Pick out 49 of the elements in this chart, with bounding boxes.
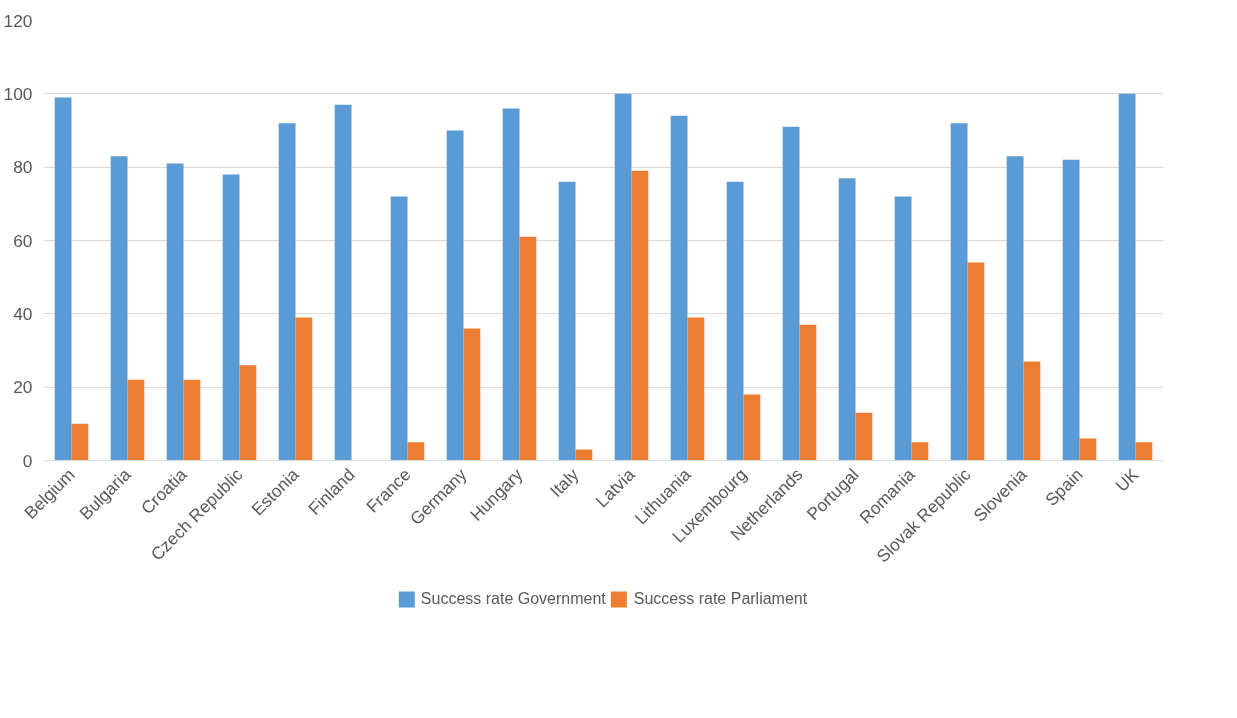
bar bbox=[782, 126, 800, 461]
bar bbox=[855, 412, 873, 461]
y-tick-label: 40 bbox=[13, 303, 33, 324]
bar bbox=[1006, 156, 1024, 461]
bar bbox=[1135, 442, 1153, 461]
bar bbox=[295, 317, 313, 461]
bar bbox=[446, 130, 464, 461]
bar bbox=[967, 262, 985, 461]
bar bbox=[799, 324, 817, 461]
y-tick-label: 80 bbox=[13, 157, 33, 178]
bar bbox=[502, 108, 520, 461]
y-tick-label: 100 bbox=[3, 83, 33, 104]
bar bbox=[222, 174, 240, 461]
bar bbox=[390, 196, 408, 461]
bar bbox=[911, 442, 929, 461]
bar bbox=[614, 93, 632, 461]
bar bbox=[631, 170, 649, 461]
bar bbox=[838, 178, 856, 461]
bar bbox=[278, 123, 296, 461]
bar bbox=[687, 317, 705, 461]
bar bbox=[239, 365, 257, 461]
bar bbox=[407, 442, 425, 461]
bar bbox=[558, 181, 576, 461]
bar bbox=[166, 163, 184, 461]
bar bbox=[183, 379, 201, 461]
y-tick-label: 120 bbox=[3, 10, 33, 31]
legend-label: Success rate Government bbox=[420, 589, 606, 608]
bar bbox=[1062, 159, 1080, 461]
bar bbox=[1079, 438, 1097, 461]
bar bbox=[71, 423, 89, 461]
bar bbox=[743, 394, 761, 461]
bar bbox=[950, 123, 968, 461]
bar bbox=[670, 115, 688, 461]
bar bbox=[127, 379, 145, 461]
bar bbox=[334, 104, 352, 461]
bar bbox=[1118, 93, 1136, 461]
bar bbox=[110, 156, 128, 461]
bar bbox=[894, 196, 912, 461]
y-tick-label: 60 bbox=[13, 230, 33, 251]
x-tick-label: Italy bbox=[545, 464, 583, 502]
bar bbox=[1023, 361, 1041, 461]
y-tick-label: 20 bbox=[13, 377, 33, 398]
bar bbox=[463, 328, 481, 461]
x-tick-label: UK bbox=[1111, 464, 1143, 496]
legend-label: Success rate Parliament bbox=[633, 589, 808, 608]
bar bbox=[54, 97, 72, 461]
bar bbox=[726, 181, 744, 461]
bar bbox=[519, 236, 537, 461]
y-tick-label: 0 bbox=[22, 450, 33, 471]
